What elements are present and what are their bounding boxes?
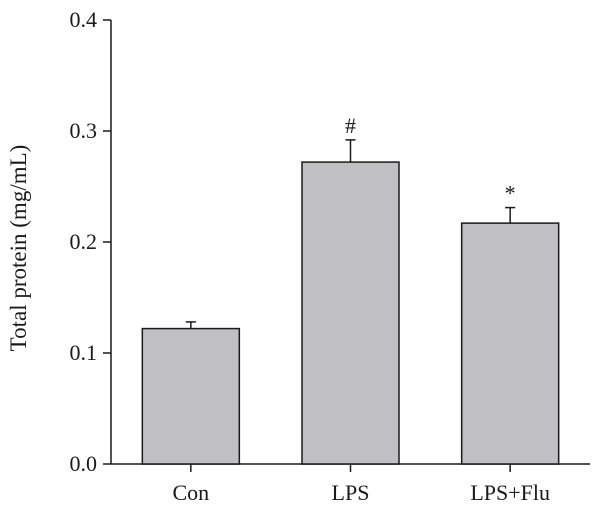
bar-lps (301, 161, 400, 465)
y-axis: 0.0 0.1 0.2 0.3 0.4 (70, 7, 112, 476)
x-tick-label: Con (172, 480, 209, 505)
y-axis-title: Total protein (mg/mL) (6, 145, 31, 352)
bar-lps-flu (460, 222, 560, 465)
significance-mark: * (505, 181, 516, 206)
y-tick-label: 0.3 (70, 118, 98, 143)
x-axis: Con LPS LPS+Flu (111, 463, 590, 505)
bar-con (141, 327, 241, 465)
y-tick-label: 0.0 (70, 451, 98, 476)
x-tick-label: LPS (332, 480, 370, 505)
significance-mark: # (345, 113, 356, 138)
y-tick-label: 0.2 (70, 229, 98, 254)
y-tick-label: 0.1 (70, 340, 98, 365)
y-tick-label: 0.4 (70, 7, 98, 32)
bars-group: #* (141, 113, 560, 465)
x-tick-label: LPS+Flu (470, 480, 550, 505)
